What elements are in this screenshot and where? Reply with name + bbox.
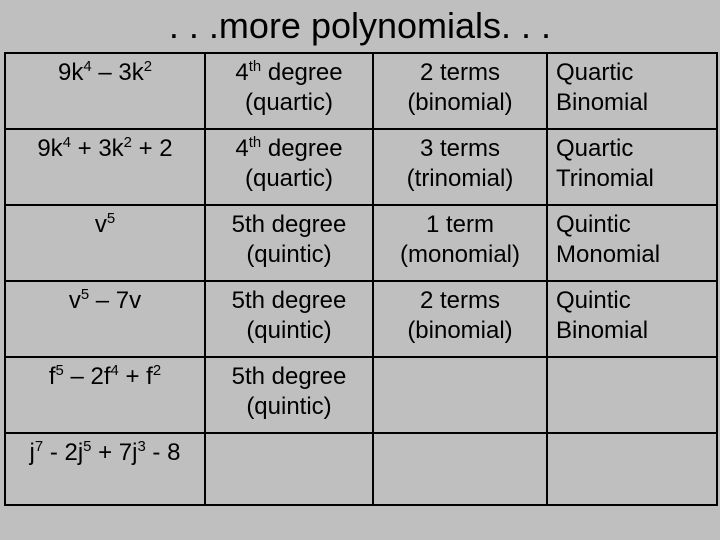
cell-degree: 5th degree(quintic) xyxy=(205,357,373,433)
cell-degree: 5th degree(quintic) xyxy=(205,205,373,281)
table-row: f5 – 2f4 + f25th degree(quintic) xyxy=(5,357,717,433)
cell-expression: v5 xyxy=(5,205,205,281)
cell-expression: j7 - 2j5 + 7j3 - 8 xyxy=(5,433,205,505)
cell-classification: QuarticTrinomial xyxy=(547,129,717,205)
table-row: v5 – 7v5th degree(quintic)2 terms(binomi… xyxy=(5,281,717,357)
cell-expression: 9k4 – 3k2 xyxy=(5,53,205,129)
cell-classification xyxy=(547,357,717,433)
cell-degree: 4th degree(quartic) xyxy=(205,129,373,205)
table-row: j7 - 2j5 + 7j3 - 8 xyxy=(5,433,717,505)
table-row: 9k4 + 3k2 + 24th degree(quartic)3 terms(… xyxy=(5,129,717,205)
cell-classification: QuinticBinomial xyxy=(547,281,717,357)
table-row: v55th degree(quintic)1 term(monomial)Qui… xyxy=(5,205,717,281)
polynomials-table: 9k4 – 3k24th degree(quartic)2 terms(bino… xyxy=(4,52,718,506)
cell-terms: 1 term(monomial) xyxy=(373,205,547,281)
slide-title: . . .more polynomials. . . xyxy=(4,2,716,52)
cell-terms: 3 terms(trinomial) xyxy=(373,129,547,205)
cell-terms: 2 terms(binomial) xyxy=(373,281,547,357)
cell-expression: f5 – 2f4 + f2 xyxy=(5,357,205,433)
cell-terms xyxy=(373,433,547,505)
cell-terms: 2 terms(binomial) xyxy=(373,53,547,129)
cell-expression: 9k4 + 3k2 + 2 xyxy=(5,129,205,205)
cell-classification: QuarticBinomial xyxy=(547,53,717,129)
cell-terms xyxy=(373,357,547,433)
cell-degree xyxy=(205,433,373,505)
table-row: 9k4 – 3k24th degree(quartic)2 terms(bino… xyxy=(5,53,717,129)
slide-container: . . .more polynomials. . . 9k4 – 3k24th … xyxy=(0,0,720,540)
cell-classification: QuinticMonomial xyxy=(547,205,717,281)
cell-degree: 4th degree(quartic) xyxy=(205,53,373,129)
cell-degree: 5th degree(quintic) xyxy=(205,281,373,357)
cell-classification xyxy=(547,433,717,505)
cell-expression: v5 – 7v xyxy=(5,281,205,357)
